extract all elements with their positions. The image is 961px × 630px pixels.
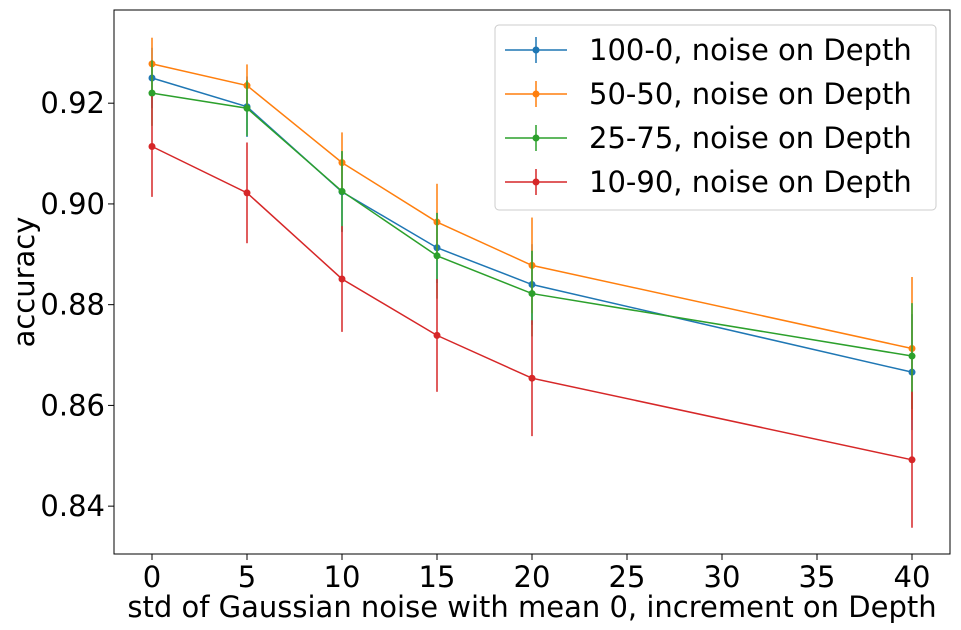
data-point [433,252,441,260]
legend-marker [532,46,540,54]
data-point [338,187,346,195]
legend-entry: 100-0, noise on Depth [505,33,912,67]
x-tick-label: 20 [514,560,551,594]
legend-label: 100-0, noise on Depth [589,33,912,67]
x-tick-label: 25 [609,560,646,594]
legend-marker [532,90,540,98]
y-axis-label: accuracy [7,217,41,348]
legend-label: 10-90, noise on Depth [589,165,912,199]
legend: 100-0, noise on Depth 50-50, noise on Dep… [494,24,937,211]
x-tick-label: 5 [238,560,256,594]
data-point [338,275,346,283]
legend-entry: 25-75, noise on Depth [505,121,912,155]
legend-label: 25-75, noise on Depth [589,121,912,155]
y-tick-label: 0.92 [40,86,105,120]
legend-entry: 10-90, noise on Depth [505,165,912,199]
data-point [243,104,251,112]
series-line [151,63,913,350]
x-tick-label: 40 [894,560,931,594]
y-tick-label: 0.90 [40,187,105,221]
y-tick-label: 0.86 [40,388,105,422]
data-point [908,352,916,360]
legend-label: 50-50, noise on Depth [589,77,912,111]
series-layer [148,37,916,528]
data-point [148,143,156,151]
legend-marker [532,178,540,186]
legend-marker [532,134,540,142]
data-point [148,89,156,97]
x-axis-label: std of Gaussian noise with mean 0, incre… [127,590,936,624]
data-point [433,331,441,339]
x-tick-label: 30 [704,560,741,594]
series-line [151,92,913,357]
data-point [528,290,536,298]
series-line [151,77,913,373]
data-point [528,374,536,382]
series-line [151,145,913,461]
x-axis-ticks: 0 5 10 15 20 25 30 35 40 [143,554,931,594]
series-4 [148,96,916,528]
data-point [908,456,916,464]
x-tick-label: 15 [419,560,456,594]
legend-entry: 50-50, noise on Depth [505,77,912,111]
legend-box [494,24,937,211]
x-tick-label: 35 [799,560,836,594]
x-tick-label: 0 [143,560,161,594]
y-axis-ticks: 0.84 0.86 0.88 0.90 0.92 [40,86,114,523]
data-point [243,189,251,197]
y-tick-label: 0.84 [40,489,105,523]
y-tick-label: 0.88 [40,288,105,322]
x-tick-label: 10 [324,560,361,594]
